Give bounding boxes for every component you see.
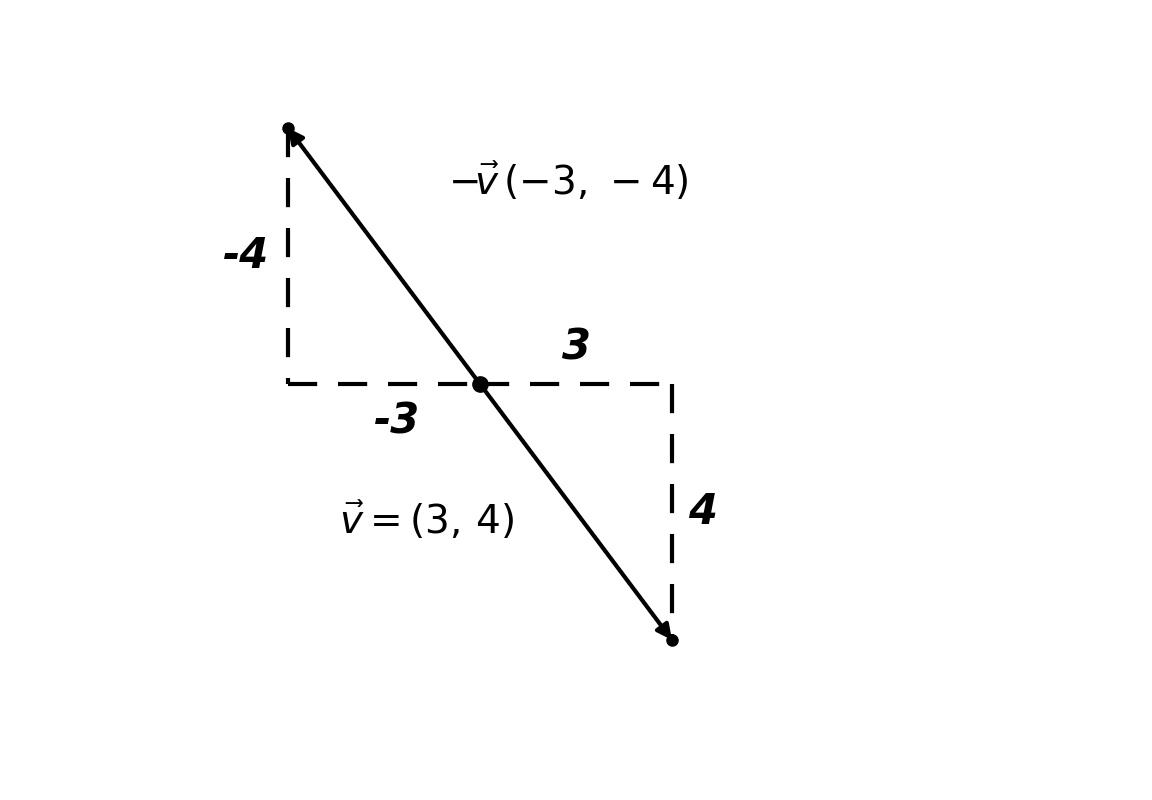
Text: 4: 4 [688,491,717,533]
Text: -4: -4 [222,235,268,277]
Text: -3: -3 [373,400,420,442]
Text: $\vec{v} = (3,\,4)$: $\vec{v} = (3,\,4)$ [339,499,515,542]
Text: $-\!\vec{v}\,(-3,\,-4)$: $-\!\vec{v}\,(-3,\,-4)$ [448,160,689,202]
Text: 3: 3 [561,326,591,368]
